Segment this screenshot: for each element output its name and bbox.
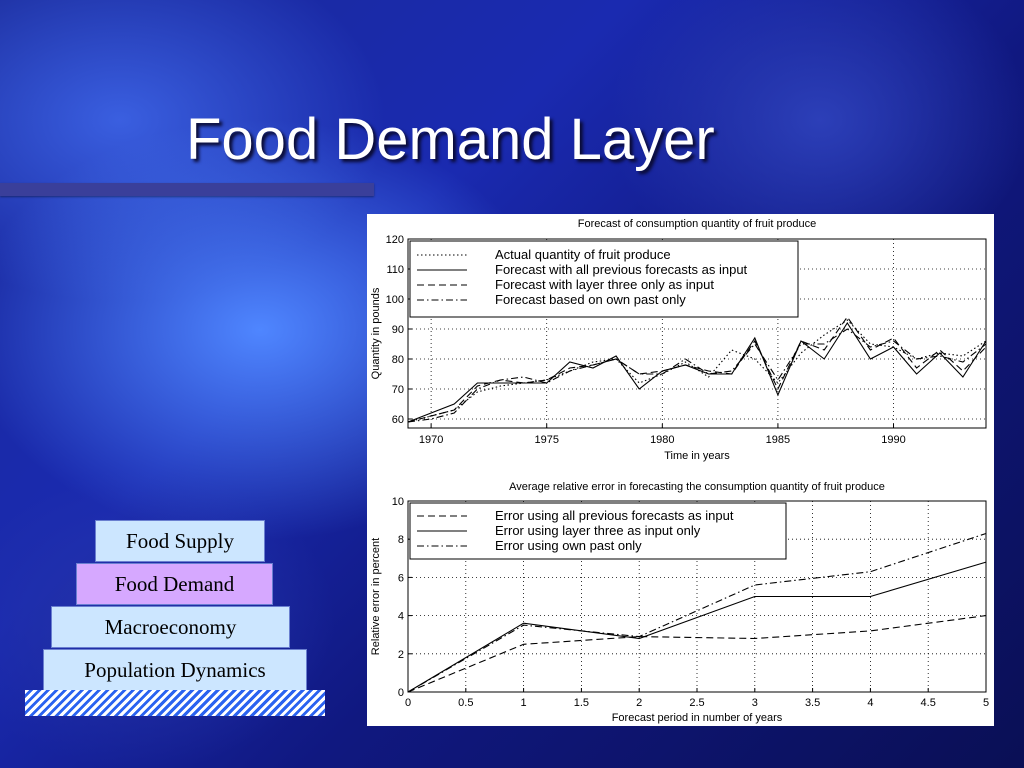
x-tick-label: 3.5 <box>805 697 820 709</box>
x-tick-label: 1 <box>521 697 527 709</box>
y-tick-label: 10 <box>392 496 404 508</box>
series-line-1 <box>407 615 987 693</box>
legend-label: Forecast with layer three only as input <box>495 277 714 292</box>
legend-label: Error using own past only <box>495 538 642 553</box>
x-tick-label: 1975 <box>534 434 558 446</box>
x-tick-label: 2.5 <box>689 697 704 709</box>
legend-label: Forecast based on own past only <box>495 292 686 307</box>
y-tick-label: 120 <box>386 234 404 246</box>
x-tick-label: 3 <box>752 697 758 709</box>
legend-box <box>409 240 799 318</box>
x-tick-label: 1985 <box>766 434 790 446</box>
series-line-1 <box>407 319 987 423</box>
y-tick-label: 70 <box>392 384 404 396</box>
y-tick-label: 80 <box>392 354 404 366</box>
y-tick-label: 8 <box>398 534 404 546</box>
slide-title: Food Demand Layer <box>186 107 715 172</box>
y-axis-label: Relative error in percent <box>370 538 382 655</box>
x-tick-label: 0 <box>405 697 411 709</box>
x-tick-label: 1990 <box>881 434 905 446</box>
chart-1: Forecast of consumption quantity of frui… <box>370 218 987 462</box>
x-tick-label: 0.5 <box>458 697 473 709</box>
legend-label: Error using layer three as input only <box>495 523 701 538</box>
legend-label: Forecast with all previous forecasts as … <box>495 262 748 277</box>
layer-food-demand: Food Demand <box>76 563 273 605</box>
x-tick-label: 4 <box>867 697 873 709</box>
x-tick-label: 2 <box>636 697 642 709</box>
y-tick-label: 2 <box>398 649 404 661</box>
x-axis-label: Time in years <box>664 450 730 462</box>
series-line-4 <box>407 328 987 423</box>
y-tick-label: 110 <box>386 264 404 276</box>
y-tick-label: 60 <box>392 414 404 426</box>
series-line-2 <box>407 321 987 423</box>
layer-food-supply: Food Supply <box>95 520 265 562</box>
chart-title: Forecast of consumption quantity of frui… <box>578 218 816 230</box>
y-tick-label: 100 <box>386 294 404 306</box>
chart-2: Average relative error in forecasting th… <box>370 481 989 724</box>
chart-panel: Forecast of consumption quantity of frui… <box>367 214 994 726</box>
y-tick-label: 0 <box>398 687 404 699</box>
series-line-3 <box>407 316 987 423</box>
y-tick-label: 4 <box>398 611 404 623</box>
y-tick-label: 6 <box>398 572 404 584</box>
x-tick-label: 4.5 <box>921 697 936 709</box>
layer-macroeconomy: Macroeconomy <box>51 606 290 648</box>
x-tick-label: 1980 <box>650 434 674 446</box>
y-tick-label: 90 <box>392 324 404 336</box>
y-axis-label: Quantity in pounds <box>370 287 382 379</box>
layer-population-dynamics: Population Dynamics <box>43 649 307 691</box>
chart-title: Average relative error in forecasting th… <box>509 481 885 493</box>
x-tick-label: 5 <box>983 697 989 709</box>
legend-box <box>409 502 787 560</box>
legend-label: Actual quantity of fruit produce <box>495 247 671 262</box>
pyramid-base-hatch <box>25 690 325 716</box>
legend-label: Error using all previous forecasts as in… <box>495 508 734 523</box>
plot-frame <box>407 238 987 429</box>
x-tick-label: 1.5 <box>574 697 589 709</box>
x-tick-label: 1970 <box>419 434 443 446</box>
x-axis-label: Forecast period in number of years <box>612 712 783 724</box>
series-line-2 <box>407 561 987 693</box>
series-line-3 <box>407 532 987 693</box>
charts-svg: Forecast of consumption quantity of frui… <box>370 218 989 724</box>
title-underline-bar <box>0 183 374 196</box>
